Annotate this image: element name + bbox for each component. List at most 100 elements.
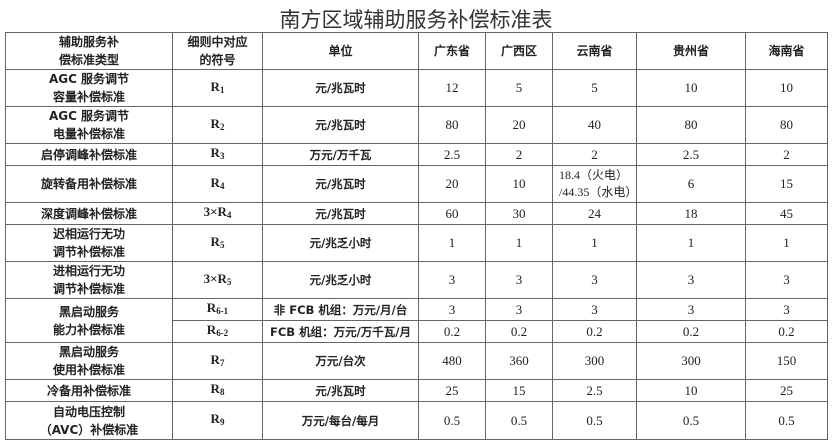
type-cell: 黑启动服务 使用补偿标准 (5, 342, 173, 380)
type-cell: 冷备用补偿标准 (5, 379, 173, 402)
value-yunnan: 5 (552, 69, 637, 107)
table-row: 深度调峰补偿标准 3×R4 元/兆瓦时 60 30 24 18 45 (5, 202, 828, 225)
value-yunnan: 2.5 (552, 379, 637, 402)
value-guangdong: 20 (418, 165, 486, 203)
header-row: 辅助服务补 偿标准类型 细则中对应 的符号 单位 广东省 广西区 云南省 贵州省 海… (5, 32, 828, 70)
value-yunnan: 3 (552, 298, 637, 321)
header-guangxi: 广西区 (485, 32, 553, 70)
symbol-cell: R4 (172, 165, 263, 203)
symbol-cell: 3×R5 (172, 261, 263, 299)
value-guizhou: 300 (636, 342, 746, 380)
header-unit: 单位 (262, 32, 419, 70)
symbol-cell: 3×R4 (172, 202, 263, 225)
compensation-table: 辅助服务补 偿标准类型 细则中对应 的符号 单位 广东省 广西区 云南省 贵州省 海… (5, 32, 828, 440)
value-guangxi: 3 (485, 261, 553, 299)
unit-cell: 元/兆瓦时 (262, 69, 419, 107)
unit-cell: 元/兆瓦时 (262, 106, 419, 144)
value-guangxi: 5 (485, 69, 553, 107)
value-guizhou: 6 (636, 165, 746, 203)
value-guangxi: 10 (485, 165, 553, 203)
table-row: 迟相运行无功 调节补偿标准 R5 元/兆乏小时 1 1 1 1 1 (5, 224, 828, 262)
value-guizhou: 80 (636, 106, 746, 144)
symbol-cell: R8 (172, 379, 263, 402)
value-guizhou: 10 (636, 379, 746, 402)
unit-cell: 万元/万千瓦 (262, 143, 419, 166)
value-hainan: 3 (745, 261, 828, 299)
type-cell: 黑启动服务 能力补偿标准 (5, 298, 173, 343)
table-row: 进相运行无功 调节补偿标准 3×R5 元/兆乏小时 3 3 3 3 3 (5, 261, 828, 299)
value-guangdong: 3 (418, 261, 486, 299)
type-cell: 深度调峰补偿标准 (5, 202, 173, 225)
value-guangxi: 2 (485, 143, 553, 166)
type-cell: AGC 服务调节 电量补偿标准 (5, 106, 173, 144)
table-row: 冷备用补偿标准 R8 元/兆瓦时 25 15 2.5 10 25 (5, 379, 828, 402)
value-guangxi: 3 (485, 298, 553, 321)
unit-cell: 元/兆瓦时 (262, 202, 419, 225)
value-guangdong: 0.2 (418, 320, 486, 343)
value-yunnan: 24 (552, 202, 637, 225)
table-row: 黑启动服务 能力补偿标准 R6-1 非 FCB 机组：万元/月/台 3 3 3 3 3 (5, 298, 828, 343)
value-guangdong: 480 (418, 342, 486, 380)
value-guizhou: 10 (636, 69, 746, 107)
symbol-cell: R3 (172, 143, 263, 166)
table-row: 旋转备用补偿标准 R4 元/兆瓦时 20 10 18.4（火电）/44.35（水电） 6 15 (5, 165, 828, 203)
value-guangdong: 60 (418, 202, 486, 225)
unit-cell: FCB 机组：万元/万千瓦/月 (262, 320, 419, 343)
value-hainan: 2 (745, 143, 828, 166)
value-hainan: 25 (745, 379, 828, 402)
symbol-cell: R5 (172, 224, 263, 262)
value-guizhou: 1 (636, 224, 746, 262)
value-guangdong: 1 (418, 224, 486, 262)
type-cell: 进相运行无功 调节补偿标准 (5, 261, 173, 299)
value-yunnan: 18.4（火电）/44.35（水电） (552, 165, 637, 203)
unit-cell: 元/兆瓦时 (262, 165, 419, 203)
value-hainan: 45 (745, 202, 828, 225)
value-yunnan: 0.2 (552, 320, 637, 343)
value-guizhou: 18 (636, 202, 746, 225)
value-guangdong: 3 (418, 298, 486, 321)
value-yunnan: 1 (552, 224, 637, 262)
value-guizhou: 3 (636, 298, 746, 321)
value-hainan: 15 (745, 165, 828, 203)
value-hainan: 10 (745, 69, 828, 107)
type-cell: 启停调峰补偿标准 (5, 143, 173, 166)
header-yunnan: 云南省 (552, 32, 637, 70)
header-guangdong: 广东省 (418, 32, 486, 70)
symbol-cell: R6-1 (172, 298, 263, 321)
value-guangxi: 0.2 (485, 320, 553, 343)
value-guangdong: 2.5 (418, 143, 486, 166)
value-yunnan: 40 (552, 106, 637, 144)
type-cell: 旋转备用补偿标准 (5, 165, 173, 203)
value-guangxi: 15 (485, 379, 553, 402)
value-guizhou: 2.5 (636, 143, 746, 166)
value-guangxi: 1 (485, 224, 553, 262)
table-row: 启停调峰补偿标准 R3 万元/万千瓦 2.5 2 2 2.5 2 (5, 143, 828, 166)
header-hainan: 海南省 (745, 32, 828, 70)
header-type: 辅助服务补 偿标准类型 (5, 32, 173, 70)
value-guizhou: 3 (636, 261, 746, 299)
symbol-cell: R6-2 (172, 320, 263, 343)
value-hainan: 3 (745, 298, 828, 321)
value-yunnan: 2 (552, 143, 637, 166)
table-row: AGC 服务调节 电量补偿标准 R2 元/兆瓦时 80 20 40 80 80 (5, 106, 828, 144)
header-guizhou: 贵州省 (636, 32, 746, 70)
value-hainan: 1 (745, 224, 828, 262)
symbol-cell: R1 (172, 69, 263, 107)
unit-cell: 万元/台次 (262, 342, 419, 380)
value-guizhou: 0.2 (636, 320, 746, 343)
value-hainan: 80 (745, 106, 828, 144)
value-guangxi: 360 (485, 342, 553, 380)
value-yunnan: 3 (552, 261, 637, 299)
unit-cell: 非 FCB 机组：万元/月/台 (262, 298, 419, 321)
unit-cell: 元/兆瓦时 (262, 379, 419, 402)
table-row: AGC 服务调节 容量补偿标准 R1 元/兆瓦时 12 5 5 10 10 (5, 69, 828, 107)
symbol-cell: R2 (172, 106, 263, 144)
symbol-cell: R7 (172, 342, 263, 380)
unit-cell: 元/兆乏小时 (262, 224, 419, 262)
header-symbol: 细则中对应 的符号 (172, 32, 263, 70)
unit-cell: 元/兆乏小时 (262, 261, 419, 299)
value-guangdong: 80 (418, 106, 486, 144)
value-guangxi: 30 (485, 202, 553, 225)
table-title: 南方区域辅助服务补偿标准表 (279, 8, 553, 32)
value-guangdong: 25 (418, 379, 486, 402)
